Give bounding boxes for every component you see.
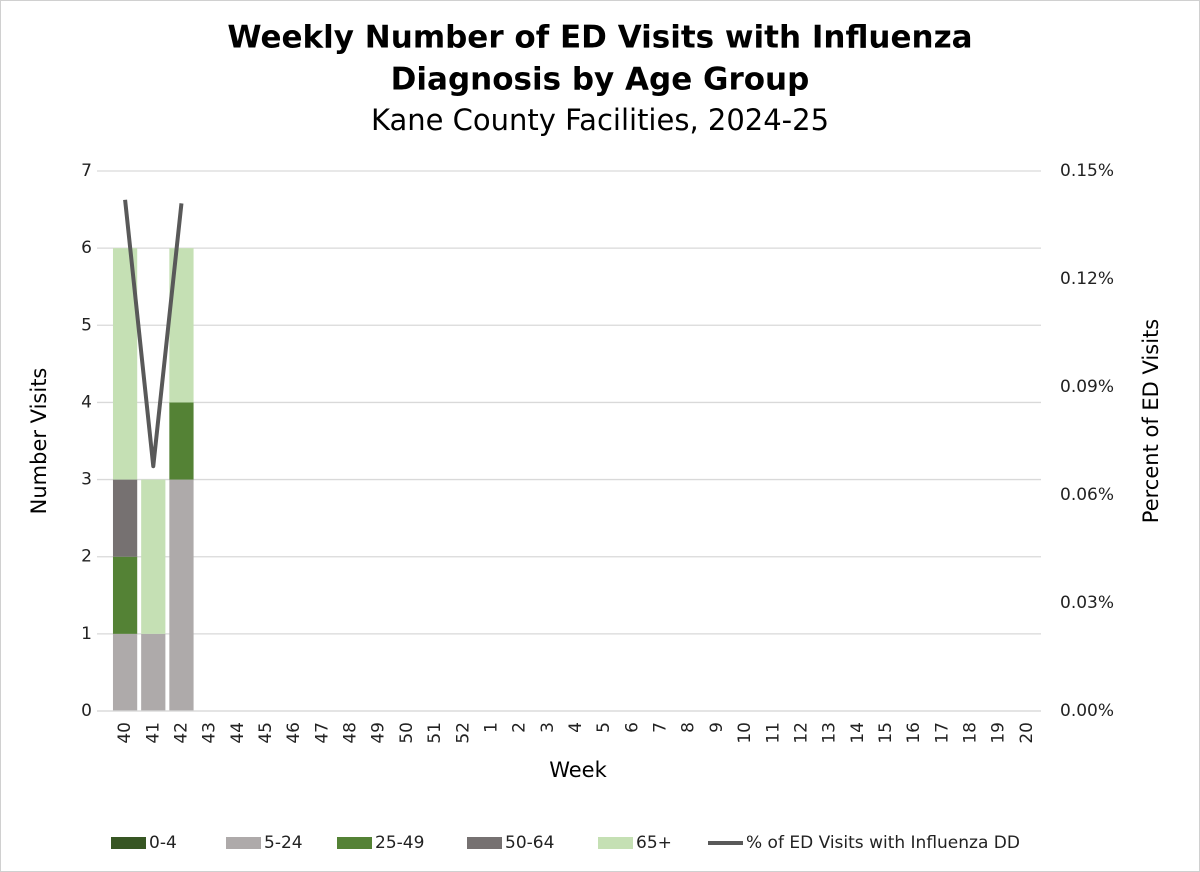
- x-tick-label: 2: [510, 722, 530, 733]
- x-tick-label: 20: [1017, 722, 1037, 744]
- chart-title: Diagnosis by Age Group: [391, 62, 810, 98]
- x-tick-label: 17: [932, 722, 952, 744]
- bar-segment: [112, 633, 138, 711]
- y-tick-label: 4: [81, 392, 92, 412]
- x-tick-label: 10: [735, 722, 755, 744]
- x-tick-label: 42: [171, 722, 191, 744]
- x-tick-label: 52: [453, 722, 473, 744]
- bar-segment: [112, 556, 138, 634]
- bar-segment: [169, 402, 194, 480]
- legend-swatch: [467, 837, 502, 849]
- y-tick-label: 2: [81, 547, 92, 567]
- y2-tick-label: 0.00%: [1060, 701, 1114, 721]
- y2-tick-label: 0.09%: [1060, 377, 1114, 397]
- y-tick-label: 7: [81, 161, 92, 181]
- y-tick-label: 3: [81, 470, 92, 490]
- x-axis-title: Week: [549, 758, 607, 782]
- x-tick-label: 4: [566, 722, 586, 733]
- x-tick-label: 44: [228, 722, 248, 744]
- x-tick-label: 1: [481, 722, 501, 733]
- x-tick-label: 14: [848, 722, 868, 744]
- bar-segment: [141, 479, 166, 634]
- x-tick-label: 19: [989, 722, 1009, 744]
- x-tick-label: 47: [312, 722, 332, 744]
- x-tick-label: 50: [397, 722, 417, 744]
- x-tick-label: 9: [707, 722, 727, 733]
- x-tick-label: 45: [256, 722, 276, 744]
- x-tick-label: 8: [679, 722, 699, 733]
- line: [123, 199, 184, 469]
- x-tick-label: 40: [115, 722, 135, 744]
- x-tick-label: 43: [200, 722, 220, 744]
- y2-tick-label: 0.03%: [1060, 593, 1114, 613]
- legend-label: 5-24: [264, 833, 303, 853]
- chart-title: Weekly Number of ED Visits with Influenz…: [227, 20, 972, 56]
- y-tick-label: 6: [81, 238, 92, 258]
- legend-label: 65+: [636, 833, 672, 853]
- x-tick-label: 3: [538, 722, 558, 733]
- x-tick-label: 16: [904, 722, 924, 744]
- x-tick-label: 41: [143, 722, 163, 744]
- x-tick-label: 51: [425, 722, 445, 744]
- legend-swatch: [226, 837, 261, 849]
- y2-tick-label: 0.12%: [1060, 269, 1114, 289]
- x-tick-label: 7: [651, 722, 671, 733]
- legend-label: 25-49: [375, 833, 424, 853]
- y2-tick-label: 0.15%: [1060, 161, 1114, 181]
- x-tick-label: 5: [594, 722, 614, 733]
- y-tick-label: 1: [81, 624, 92, 644]
- x-tick-label: 46: [284, 722, 304, 744]
- x-tick-label: 12: [791, 722, 811, 744]
- y2-axis-title: Percent of ED Visits: [1139, 319, 1163, 523]
- bar-segment: [169, 479, 194, 711]
- x-tick-label: 6: [622, 722, 642, 733]
- legend-label: 50-64: [505, 833, 554, 853]
- x-tick-label: 11: [763, 722, 783, 744]
- x-tick-label: 49: [369, 722, 389, 744]
- bar-segment: [141, 633, 166, 711]
- y-tick-label: 0: [81, 701, 92, 721]
- legend-swatch: [111, 837, 146, 849]
- chart-subtitle: Kane County Facilities, 2024-25: [371, 103, 829, 137]
- y-axis-title: Number Visits: [27, 368, 51, 515]
- legend-swatch: [598, 837, 633, 849]
- x-tick-label: 18: [961, 722, 981, 744]
- x-tick-label: 48: [341, 722, 361, 744]
- legend-swatch: [337, 837, 372, 849]
- legend-label: 0-4: [149, 833, 177, 853]
- x-tick-label: 13: [820, 722, 840, 744]
- x-tick-label: 15: [876, 722, 896, 744]
- y-tick-label: 5: [81, 315, 92, 335]
- y2-tick-label: 0.06%: [1060, 485, 1114, 505]
- bar-segment: [112, 479, 138, 557]
- legend-label: % of ED Visits with Influenza DD: [746, 833, 1020, 853]
